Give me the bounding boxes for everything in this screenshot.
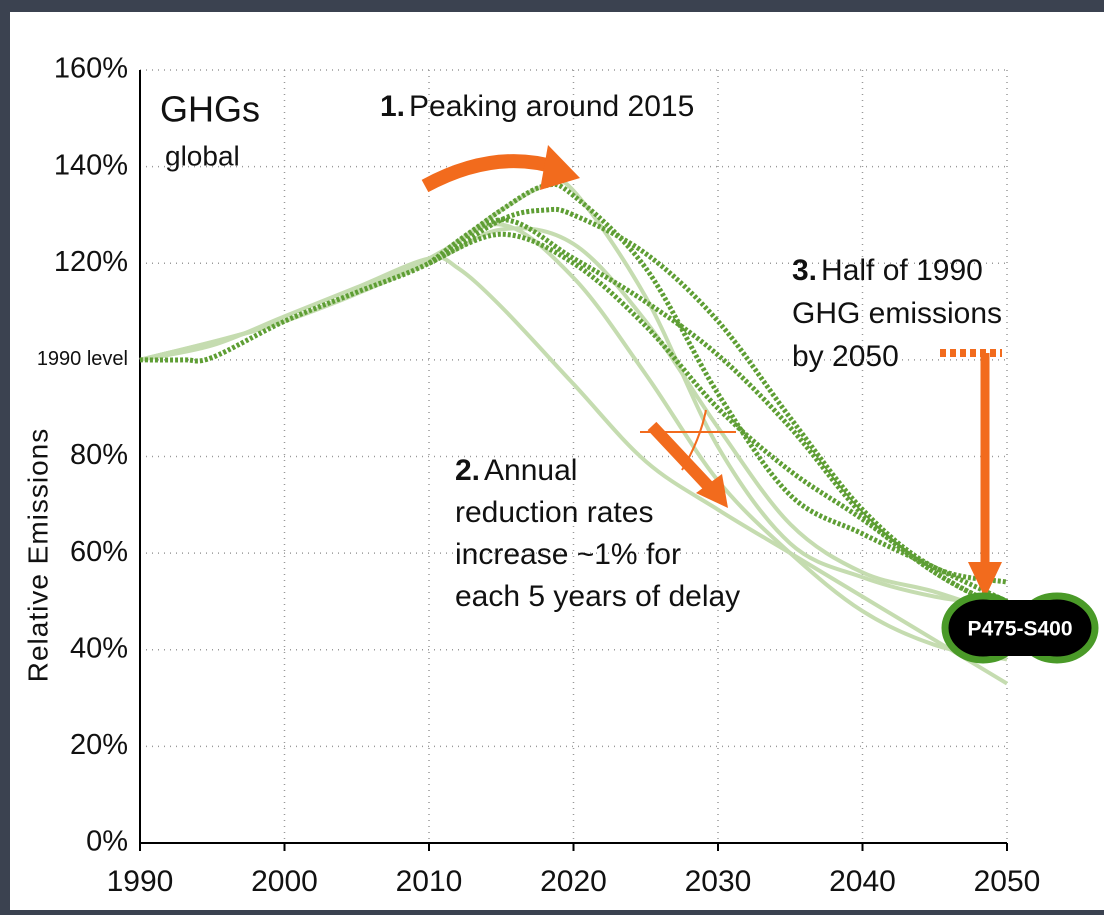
x-tick-label: 2040 [829,865,896,898]
y-tick-label: 60% [70,536,128,568]
annotation-text: reduction rates [455,496,653,529]
x-tick-label: 2020 [540,865,607,898]
y-tick-label: 20% [70,729,128,761]
badge-text: P475-S400 [967,618,1072,641]
arrow-rates [647,421,717,495]
x-tick-label: 2010 [396,865,463,898]
annotation-number: 3. [792,254,817,287]
y-tick-label: 80% [70,439,128,471]
arrow-peak [421,154,561,193]
annotation-text: by 2050 [792,340,899,373]
badge-fill [980,600,1060,656]
annotation-text: Half of 1990 [821,254,983,287]
y-tick-label: 160% [54,53,128,85]
lines [139,178,1009,686]
y-tick-label: 1990 level [37,348,128,370]
y-axis-label: Relative Emissions [22,428,53,683]
x-tick-label: 1990 [107,865,174,898]
annotation-half: 3. Half of 1990 [792,254,983,287]
y-tick-label: 120% [54,246,128,278]
annotation-number: 1. [380,90,405,123]
annotation-title: GHGs [160,89,260,130]
series-line [427,217,1009,614]
labels: GHGs global 1. Peaking around 2015 Relati… [22,89,1002,683]
x-tick-label: 2050 [974,865,1041,898]
annotation-text: Peaking around 2015 [409,90,694,123]
annotation-text: increase ~1% for [455,538,681,571]
y-tick-label: 140% [54,149,128,181]
annotation-subtitle: global [165,140,240,171]
annotation-text: Annual [484,454,577,487]
arrow-head [696,474,728,508]
scenario-badge: P475-S400 [941,592,1099,664]
series-line [139,255,1009,686]
series-line [139,206,1008,585]
y-tick-label: 40% [70,632,128,664]
annotation-text: each 5 years of delay [455,580,740,613]
arrows [421,145,1002,598]
annotation-number: 2. [455,454,480,487]
x-tick-label: 2000 [251,865,318,898]
y-tick-label: 0% [86,826,128,858]
x-tick-label: 2030 [685,865,752,898]
grid: 0% 20% 40% 60% 80% 1990 level 120% 140% 160% 1990… [37,53,1041,898]
annotation-rates: 2. Annual [455,454,577,487]
arrow-head [968,562,1002,598]
annotation-peak: 1. Peaking around 2015 [380,90,694,123]
arrow-head [540,145,580,190]
annotation-text: GHG emissions [792,297,1002,330]
